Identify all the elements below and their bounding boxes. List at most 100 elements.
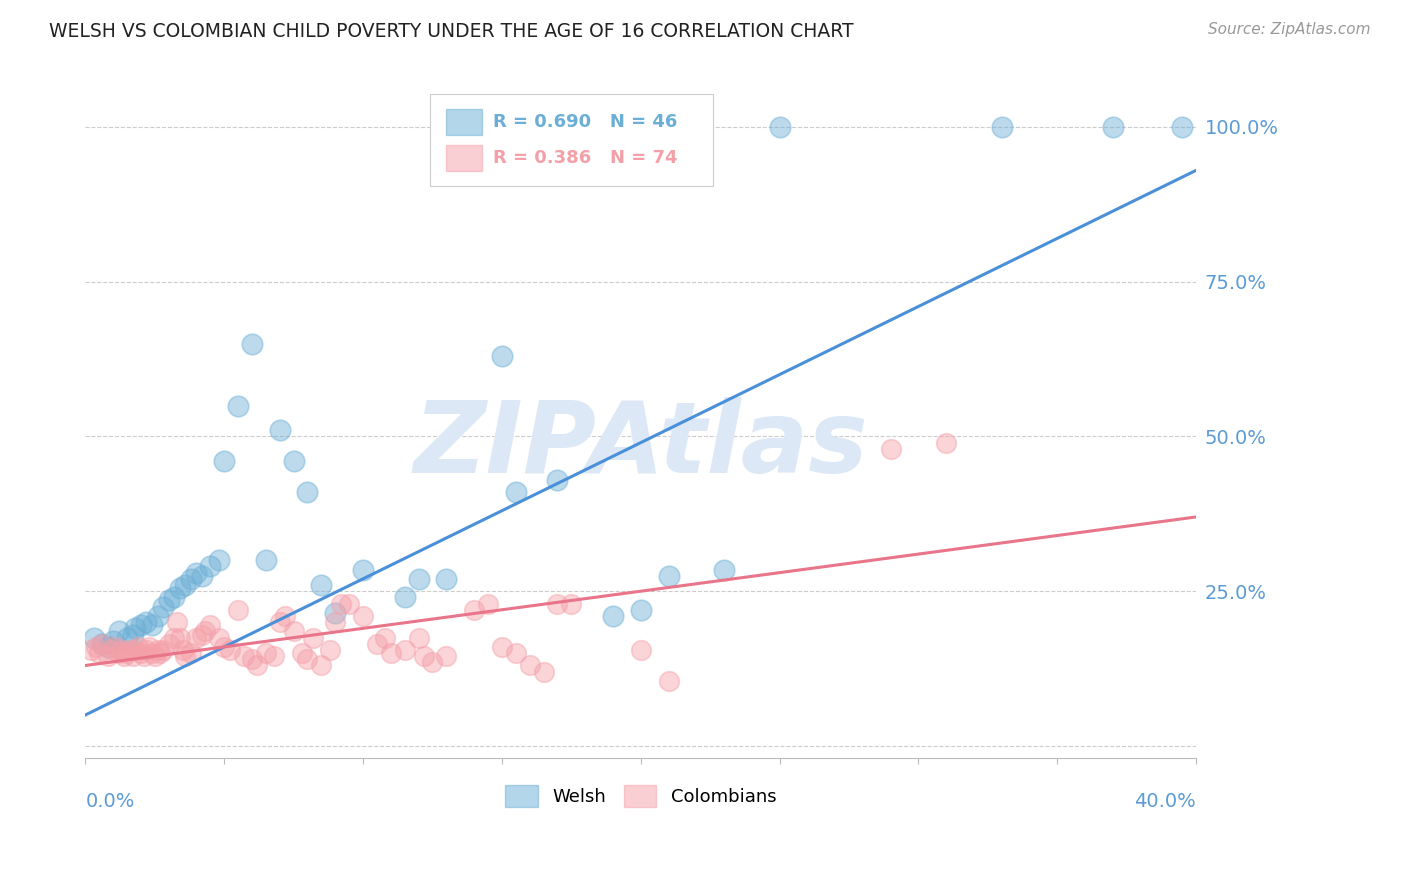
Point [163, 591, 186, 605]
Point [132, 649, 155, 664]
Point [83, 631, 105, 645]
Point [246, 658, 269, 673]
Point [129, 618, 152, 632]
Point [491, 349, 513, 363]
Point [991, 120, 1014, 134]
Point [169, 581, 191, 595]
Point [366, 637, 388, 651]
Point [152, 643, 174, 657]
Point [212, 640, 235, 654]
Point [152, 599, 174, 614]
Point [337, 597, 360, 611]
Point [91, 637, 114, 651]
Point [121, 649, 143, 664]
Point [463, 603, 485, 617]
Point [107, 646, 129, 660]
Point [422, 656, 444, 670]
Point [269, 615, 291, 629]
Text: R = 0.690   N = 46: R = 0.690 N = 46 [494, 113, 678, 131]
Point [408, 572, 430, 586]
Point [477, 597, 499, 611]
Point [157, 637, 180, 651]
Point [263, 649, 285, 664]
Point [127, 640, 149, 654]
Point [226, 603, 249, 617]
Point [283, 624, 305, 639]
FancyBboxPatch shape [430, 95, 713, 186]
Point [318, 643, 340, 657]
Point [713, 563, 735, 577]
Point [434, 649, 457, 664]
Point [149, 646, 172, 660]
Point [218, 643, 240, 657]
Point [380, 646, 402, 660]
Point [172, 643, 194, 657]
Point [174, 649, 197, 664]
Point [291, 646, 314, 660]
Point [408, 631, 430, 645]
Point [329, 597, 352, 611]
Bar [446, 145, 482, 170]
Point [121, 627, 143, 641]
Point [118, 643, 141, 657]
Point [768, 120, 790, 134]
Point [283, 454, 305, 468]
Point [104, 640, 127, 654]
Point [129, 646, 152, 660]
Point [254, 646, 277, 660]
Point [302, 631, 325, 645]
Point [138, 640, 160, 654]
Point [297, 485, 319, 500]
Point [101, 643, 124, 657]
Point [269, 423, 291, 437]
Point [394, 591, 416, 605]
Point [323, 615, 346, 629]
Point [323, 606, 346, 620]
Point [141, 618, 163, 632]
Point [505, 485, 527, 500]
Point [89, 646, 111, 660]
Point [297, 652, 319, 666]
Point [124, 643, 146, 657]
Point [101, 633, 124, 648]
Point [546, 473, 568, 487]
Point [630, 603, 652, 617]
Text: 40.0%: 40.0% [1135, 792, 1197, 812]
Point [352, 563, 374, 577]
Point [935, 435, 957, 450]
Point [413, 649, 436, 664]
Point [194, 624, 217, 639]
Point [240, 336, 263, 351]
Point [186, 631, 208, 645]
Point [110, 643, 132, 657]
Point [107, 624, 129, 639]
Point [630, 643, 652, 657]
Point [86, 640, 108, 654]
Point [135, 615, 157, 629]
Point [169, 631, 191, 645]
Bar [446, 110, 482, 136]
Text: Source: ZipAtlas.com: Source: ZipAtlas.com [1208, 22, 1371, 37]
Point [96, 640, 118, 654]
Point [519, 658, 541, 673]
Point [240, 652, 263, 666]
Point [200, 618, 222, 632]
Point [879, 442, 901, 456]
Point [207, 631, 229, 645]
Point [166, 615, 188, 629]
Point [174, 578, 197, 592]
Point [191, 568, 214, 582]
Point [254, 553, 277, 567]
Point [533, 665, 555, 679]
Text: 0.0%: 0.0% [86, 792, 135, 812]
Point [200, 559, 222, 574]
Point [115, 646, 138, 660]
Point [163, 631, 186, 645]
Point [180, 572, 202, 586]
Point [96, 649, 118, 664]
Point [505, 646, 527, 660]
Point [91, 637, 114, 651]
Point [434, 572, 457, 586]
Point [212, 454, 235, 468]
Point [311, 658, 333, 673]
